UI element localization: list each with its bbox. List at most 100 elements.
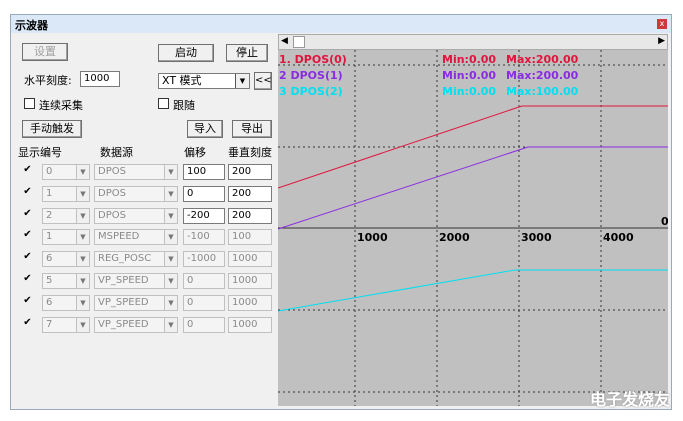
legend-min: Min:0.00 bbox=[442, 85, 496, 98]
scale-input[interactable]: 1000 bbox=[228, 294, 272, 311]
mode-text: XT 模式 bbox=[162, 74, 202, 87]
scrollbar[interactable]: ◀ ▶ bbox=[278, 34, 668, 50]
show-checkbox[interactable]: ✔ bbox=[23, 185, 32, 197]
channel-select[interactable]: 1 ▼ bbox=[42, 229, 90, 246]
trace bbox=[278, 105, 668, 189]
scope-plot: 1. DPOS(0) Min:0.00 Max:200.00 2 DPOS(1) Min… bbox=[278, 50, 668, 406]
dropdown-arrow: ▼ bbox=[164, 274, 177, 288]
channel-number: 6 bbox=[46, 253, 53, 265]
dropdown-arrow: ▼ bbox=[164, 295, 177, 310]
scale-input[interactable]: 200 bbox=[228, 207, 272, 224]
column-header: 显示 bbox=[18, 146, 40, 159]
manual-trigger-button[interactable]: 手动触发 bbox=[22, 120, 82, 138]
scroll-thumb[interactable] bbox=[293, 36, 305, 48]
offset-input[interactable]: 100 bbox=[183, 164, 225, 180]
channel-select[interactable]: 5 ▼ bbox=[42, 273, 90, 289]
dropdown-arrow: ▼ bbox=[164, 252, 177, 267]
offset-input[interactable]: 0 bbox=[183, 273, 225, 289]
offset-input[interactable]: -100 bbox=[183, 229, 225, 246]
channel-number: 2 bbox=[46, 209, 53, 221]
column-header: 偏移 bbox=[184, 146, 206, 159]
show-checkbox[interactable]: ✔ bbox=[23, 164, 32, 175]
channel-select[interactable]: 1 ▼ bbox=[42, 185, 90, 202]
show-checkbox[interactable]: ✔ bbox=[23, 229, 32, 241]
data-source: MSPEED bbox=[98, 231, 140, 243]
show-checkbox[interactable]: ✔ bbox=[23, 294, 32, 306]
dropdown-arrow: ▼ bbox=[76, 165, 89, 179]
dropdown-arrow: ▼ bbox=[164, 317, 177, 332]
x-axis-label: 1000 bbox=[357, 231, 388, 244]
offset-input[interactable]: 0 bbox=[183, 316, 225, 333]
scroll-right[interactable]: ▶ bbox=[658, 36, 665, 46]
channel-select[interactable]: 2 ▼ bbox=[42, 207, 90, 224]
follow-label: 跟随 bbox=[173, 99, 195, 112]
offset-input[interactable]: -1000 bbox=[183, 251, 225, 268]
scroll-left[interactable]: ◀ bbox=[281, 36, 288, 46]
data-source: DPOS bbox=[98, 166, 126, 177]
show-checkbox[interactable]: ✔ bbox=[23, 316, 32, 328]
channel-number: 1 bbox=[46, 187, 53, 199]
show-checkbox[interactable]: ✔ bbox=[23, 207, 32, 219]
data-source: DPOS bbox=[98, 187, 126, 199]
collapse-button[interactable]: << bbox=[254, 72, 272, 90]
dropdown-arrow: ▼ bbox=[76, 186, 89, 201]
dropdown-arrow: ▼ bbox=[235, 74, 249, 88]
data-source: VP_SPEED bbox=[98, 275, 149, 286]
show-checkbox[interactable]: ✔ bbox=[23, 273, 32, 284]
source-select[interactable]: VP_SPEED ▼ bbox=[94, 316, 178, 333]
source-select[interactable]: MSPEED ▼ bbox=[94, 229, 178, 246]
channel-select[interactable]: 6 ▼ bbox=[42, 294, 90, 311]
dropdown-arrow: ▼ bbox=[76, 252, 89, 267]
trace bbox=[278, 146, 668, 230]
settings-button[interactable]: 设置 bbox=[22, 43, 68, 61]
scale-input[interactable]: 100 bbox=[228, 229, 272, 246]
data-source: VP_SPEED bbox=[98, 296, 149, 308]
column-header: 编号 bbox=[40, 146, 62, 159]
channel-select[interactable]: 0 ▼ bbox=[42, 164, 90, 180]
grid bbox=[278, 50, 668, 406]
offset-input[interactable]: 0 bbox=[183, 185, 225, 202]
source-select[interactable]: VP_SPEED ▼ bbox=[94, 294, 178, 311]
source-select[interactable]: REG_POSC ▼ bbox=[94, 251, 178, 268]
scale-input[interactable]: 200 bbox=[228, 164, 272, 180]
checkbox[interactable] bbox=[158, 98, 169, 109]
stop-button[interactable]: 停止 bbox=[226, 44, 268, 62]
dropdown-arrow: ▼ bbox=[76, 230, 89, 245]
export-button[interactable]: 导出 bbox=[232, 120, 272, 138]
legend-max: Max:200.00 bbox=[506, 53, 579, 66]
column-header: 垂直刻度 bbox=[228, 146, 272, 159]
dropdown-arrow: ▼ bbox=[76, 274, 89, 288]
legend-max: Max:100.00 bbox=[506, 85, 579, 98]
channel-select[interactable]: 7 ▼ bbox=[42, 316, 90, 333]
dropdown-arrow: ▼ bbox=[164, 208, 177, 223]
show-checkbox[interactable]: ✔ bbox=[23, 251, 32, 263]
scale-input[interactable]: 1000 bbox=[228, 251, 272, 268]
source-select[interactable]: DPOS ▼ bbox=[94, 185, 178, 202]
h-scale-input[interactable]: 1000 bbox=[80, 71, 120, 87]
source-select[interactable]: DPOS ▼ bbox=[94, 164, 178, 180]
start-button[interactable]: 启动 bbox=[158, 44, 214, 62]
source-select[interactable]: VP_SPEED ▼ bbox=[94, 273, 178, 289]
scale-input[interactable]: 200 bbox=[228, 185, 272, 202]
checkbox[interactable] bbox=[24, 98, 35, 109]
offset-input[interactable]: 0 bbox=[183, 294, 225, 311]
close-button[interactable]: x bbox=[657, 19, 667, 29]
mode-select[interactable]: XT 模式 ▼ bbox=[158, 73, 250, 89]
scale-input[interactable]: 1000 bbox=[228, 316, 272, 333]
data-source: REG_POSC bbox=[98, 253, 152, 265]
legend-name: 3 DPOS(2) bbox=[279, 85, 343, 98]
channel-select[interactable]: 6 ▼ bbox=[42, 251, 90, 268]
legend-min: Min:0.00 bbox=[442, 69, 496, 82]
channel-number: 7 bbox=[46, 318, 53, 330]
window-title: 示波器 bbox=[15, 19, 48, 32]
source-select[interactable]: DPOS ▼ bbox=[94, 207, 178, 224]
watermark: 电子发烧友 bbox=[590, 390, 671, 409]
offset-input[interactable]: -200 bbox=[183, 207, 225, 224]
legend-name: 1. DPOS(0) bbox=[279, 53, 347, 66]
scale-input[interactable]: 1000 bbox=[228, 273, 272, 289]
data-source: DPOS bbox=[98, 209, 126, 221]
import-button[interactable]: 导入 bbox=[187, 120, 223, 138]
legend-name: 2 DPOS(1) bbox=[279, 69, 343, 82]
continuous-label: 连续采集 bbox=[39, 99, 83, 112]
dropdown-arrow: ▼ bbox=[164, 230, 177, 245]
